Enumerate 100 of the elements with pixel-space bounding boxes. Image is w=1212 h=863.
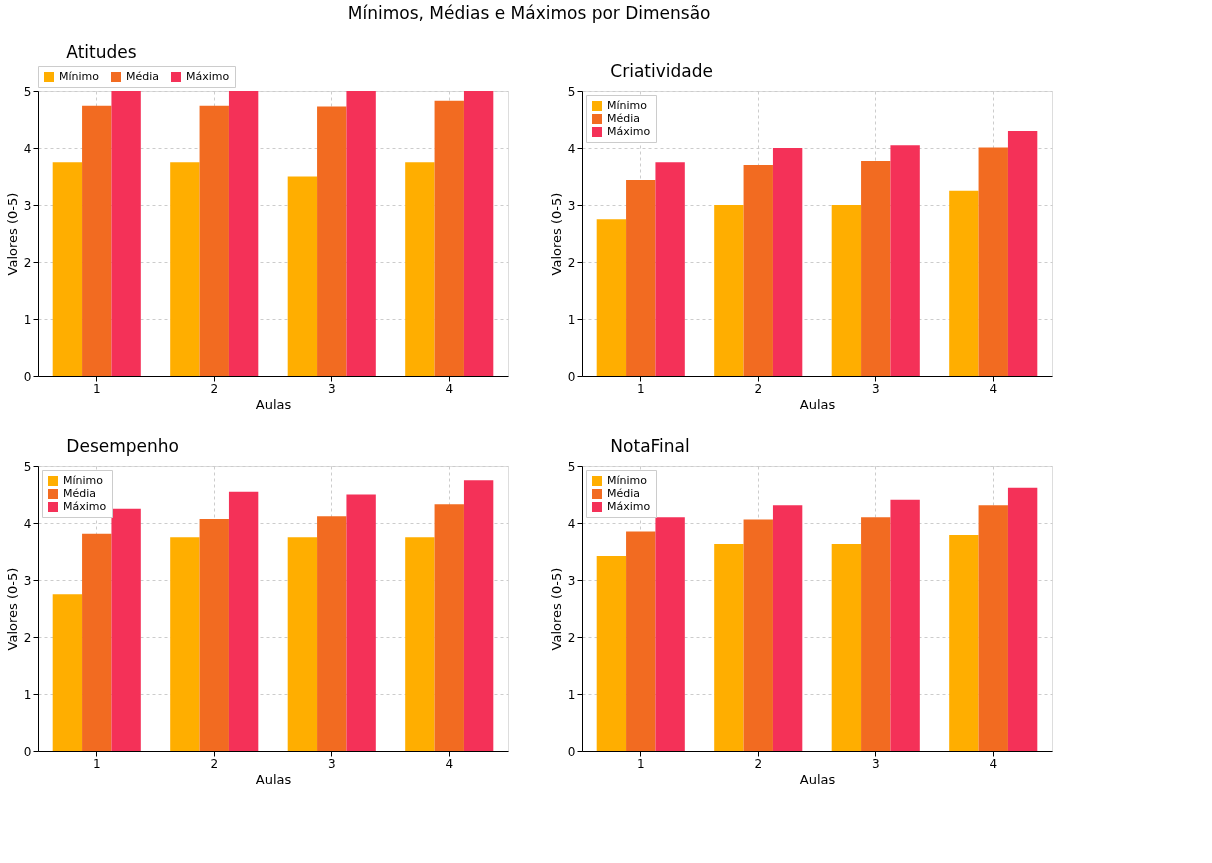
- text: Mínimos, Médias e Máximos por Dimensão: [347, 3, 711, 23]
- bar: [170, 162, 200, 376]
- bar: [434, 100, 464, 376]
- bar: [861, 161, 891, 376]
- chart-title: NotaFinal: [610, 436, 690, 456]
- x-tick-label: 2: [754, 381, 763, 396]
- bar: [861, 517, 891, 751]
- y-axis-title: Valores (0-5): [4, 192, 20, 276]
- bar: [655, 517, 685, 751]
- x-tick-label: 1: [92, 756, 101, 771]
- x-tick-label: 3: [871, 381, 880, 396]
- bar: [596, 556, 627, 751]
- bar: [772, 148, 803, 376]
- bar: [831, 205, 862, 376]
- x-axis-title: Aulas: [799, 396, 836, 412]
- legend-label: Mínimo: [607, 474, 648, 487]
- chart-title: Atitudes: [66, 41, 137, 62]
- y-tick-label: 1: [23, 687, 32, 702]
- y-tick-label: 0: [567, 369, 576, 384]
- bar: [346, 494, 376, 751]
- bar: [82, 533, 112, 751]
- bar: [317, 106, 347, 376]
- legend-label: Média: [63, 487, 97, 500]
- bar: [714, 544, 744, 751]
- legend-label: Máximo: [607, 125, 651, 138]
- legend-label: Mínimo: [63, 474, 104, 487]
- y-tick-label: 5: [567, 459, 576, 474]
- y-tick-label: 4: [23, 516, 32, 531]
- bar: [228, 491, 259, 751]
- y-tick-label: 5: [567, 84, 576, 99]
- x-tick-label: 1: [636, 381, 645, 396]
- bar: [287, 176, 318, 376]
- y-tick-label: 2: [567, 630, 576, 645]
- bar: [655, 162, 685, 376]
- bar: [434, 504, 464, 751]
- legend-label: Mínimo: [59, 70, 100, 83]
- bar: [405, 537, 435, 751]
- y-tick-label: 1: [567, 312, 576, 327]
- y-tick-label: 1: [567, 687, 576, 702]
- bar: [287, 537, 318, 751]
- x-tick-label: 3: [871, 756, 880, 771]
- x-tick-label: 1: [92, 381, 101, 396]
- bar: [52, 162, 83, 376]
- y-tick-label: 2: [567, 255, 576, 270]
- x-tick-label: 1: [636, 756, 645, 771]
- y-tick-label: 4: [567, 516, 576, 531]
- bar: [52, 594, 83, 751]
- bar: [949, 534, 979, 751]
- y-tick-label: 4: [23, 141, 32, 156]
- bar: [170, 537, 200, 751]
- y-tick-label: 0: [567, 744, 576, 759]
- bar: [463, 91, 494, 376]
- legend-label: Máximo: [63, 500, 107, 513]
- bar: [743, 519, 773, 751]
- bar: [596, 219, 627, 376]
- bar: [82, 105, 112, 376]
- legend-label: Média: [607, 112, 641, 125]
- y-tick-label: 5: [23, 84, 32, 99]
- x-tick-label: 4: [445, 756, 454, 771]
- bar: [1007, 130, 1038, 376]
- bar: [346, 91, 376, 376]
- y-tick-label: 3: [567, 198, 576, 213]
- y-tick-label: 3: [23, 573, 32, 588]
- y-tick-label: 4: [567, 141, 576, 156]
- bar: [111, 508, 141, 751]
- bar: [199, 519, 229, 751]
- x-tick-label: 4: [989, 756, 998, 771]
- bar: [228, 91, 259, 376]
- x-tick-label: 2: [754, 756, 763, 771]
- bar: [949, 190, 979, 376]
- chart-title: Criatividade: [610, 61, 714, 81]
- x-axis-title: Aulas: [255, 771, 292, 787]
- y-axis-title: Valores (0-5): [548, 567, 564, 651]
- legend-label: Máximo: [607, 500, 651, 513]
- bar: [772, 505, 803, 751]
- x-axis-title: Aulas: [255, 396, 292, 412]
- y-tick-label: 2: [23, 630, 32, 645]
- bar: [199, 105, 229, 376]
- y-tick-label: 5: [23, 459, 32, 474]
- y-tick-label: 3: [23, 198, 32, 213]
- x-tick-label: 3: [327, 756, 336, 771]
- bar: [978, 147, 1008, 376]
- legend-label: Média: [126, 70, 160, 83]
- y-axis-title: Valores (0-5): [4, 567, 20, 651]
- x-tick-label: 2: [210, 381, 219, 396]
- bar: [463, 480, 494, 751]
- x-tick-label: 3: [327, 381, 336, 396]
- bar: [626, 179, 656, 376]
- x-tick-label: 4: [989, 381, 998, 396]
- bar: [405, 162, 435, 376]
- y-tick-label: 0: [23, 369, 32, 384]
- bar: [831, 544, 862, 751]
- bar: [111, 91, 141, 376]
- bar: [626, 531, 656, 751]
- x-tick-label: 4: [445, 381, 454, 396]
- bar: [1007, 487, 1038, 751]
- y-axis-title: Valores (0-5): [548, 192, 564, 276]
- y-tick-label: 2: [23, 255, 32, 270]
- bar: [890, 145, 920, 376]
- bar: [978, 505, 1008, 751]
